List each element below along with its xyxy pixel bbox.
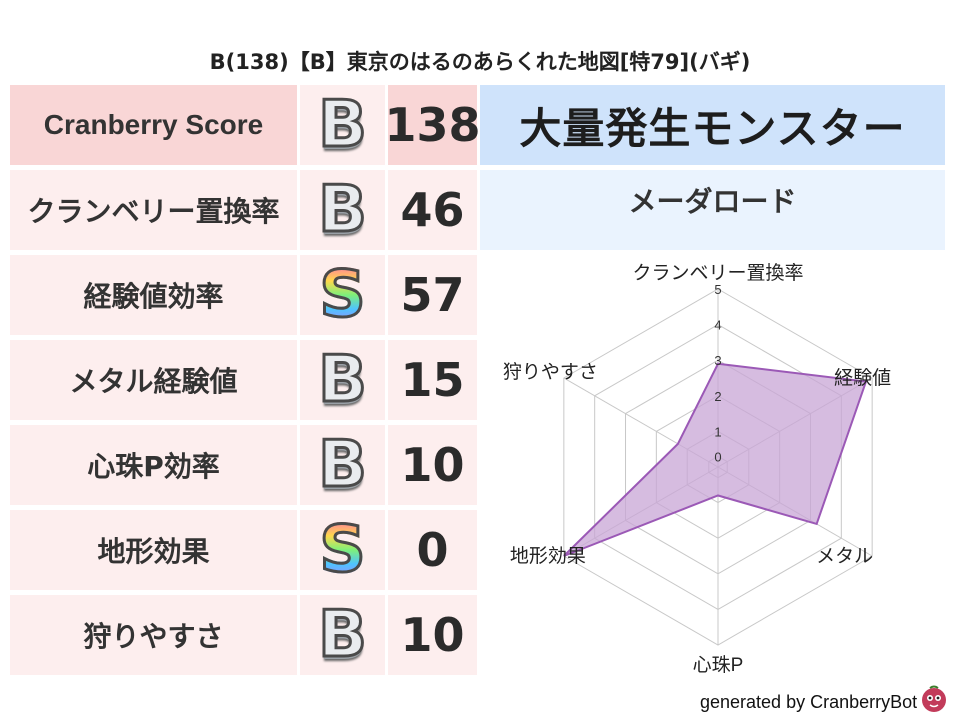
radar-axis-label: 地形効果	[510, 545, 586, 567]
map-panel: メーダロード	[480, 170, 945, 250]
radar-axis-label: メタル	[816, 545, 873, 567]
metric-grade-badge: B	[317, 598, 369, 672]
total-label: Cranberry Score	[43, 109, 264, 140]
metric-grade-badge: B	[317, 428, 369, 502]
map-name: メーダロード	[628, 185, 797, 218]
total-grade-cell: B	[300, 85, 385, 165]
radar-tick-label: 1	[714, 424, 721, 439]
radar-tick-label: 0	[714, 449, 721, 464]
radar-tick-label: 2	[714, 389, 721, 404]
metric-label: 狩りやすさ	[83, 620, 224, 653]
total-label-cell: Cranberry Score	[10, 85, 297, 165]
metric-grade-cell: S	[300, 510, 385, 590]
metric-grade-cell: B	[300, 425, 385, 505]
radar-axis-label: 経験値	[834, 367, 891, 389]
metric-score: 46	[400, 183, 465, 237]
metric-grade-cell: S	[300, 255, 385, 335]
metric-label-cell: 心珠P効率	[10, 425, 297, 505]
radar-tick-label: 4	[714, 318, 721, 333]
radar-axis-label: クランベリー置換率	[632, 262, 803, 284]
page-title: B(138)【B】東京のはるのあらくれた地図[特79](バギ)	[209, 50, 751, 74]
metric-label-cell: クランベリー置換率	[10, 170, 297, 250]
radar-tick-label: 5	[714, 282, 721, 297]
metric-score-cell: 10	[388, 595, 477, 675]
metric-score-cell: 10	[388, 425, 477, 505]
metric-grade-cell: B	[300, 340, 385, 420]
metric-label: 地形効果	[97, 535, 210, 568]
metric-grade-badge: B	[317, 173, 369, 247]
metric-score-cell: 57	[388, 255, 477, 335]
metric-score: 10	[400, 438, 465, 492]
metric-score-cell: 15	[388, 340, 477, 420]
cranberry-mascot-icon	[922, 685, 946, 712]
metric-label: 心珠P効率	[87, 450, 220, 483]
radar-tick-label: 3	[714, 353, 721, 368]
metric-label-cell: メタル経験値	[10, 340, 297, 420]
metric-score: 15	[400, 353, 465, 407]
metric-label-cell: 地形効果	[10, 510, 297, 590]
metric-score: 57	[400, 268, 465, 322]
total-score: 138	[384, 98, 481, 152]
radar-series-area	[563, 362, 868, 557]
monster-banner: 大量発生モンスター	[480, 85, 945, 165]
metric-label-cell: 狩りやすさ	[10, 595, 297, 675]
metric-score-cell: 0	[388, 510, 477, 590]
metric-label: 経験値効率	[83, 280, 224, 313]
metric-score-cell: 46	[388, 170, 477, 250]
metric-grade-cell: B	[300, 595, 385, 675]
total-grade-badge: B	[317, 88, 369, 162]
metric-grade-badge: S	[318, 258, 367, 332]
monster-label: 大量発生モンスター	[519, 103, 906, 153]
metric-grade-cell: B	[300, 170, 385, 250]
metric-score: 10	[400, 608, 465, 662]
metric-grade-badge: B	[317, 343, 369, 417]
metric-label: メタル経験値	[69, 365, 238, 398]
metric-grade-badge: S	[318, 513, 367, 587]
footer-credit: generated by CranberryBot	[700, 692, 918, 712]
metric-score: 0	[416, 523, 449, 577]
metric-label-cell: 経験値効率	[10, 255, 297, 335]
radar-axis-label: 心珠P	[693, 654, 744, 676]
total-score-cell: 138	[384, 85, 481, 165]
metric-label: クランベリー置換率	[27, 195, 280, 228]
radar-axis-label: 狩りやすさ	[503, 361, 598, 383]
